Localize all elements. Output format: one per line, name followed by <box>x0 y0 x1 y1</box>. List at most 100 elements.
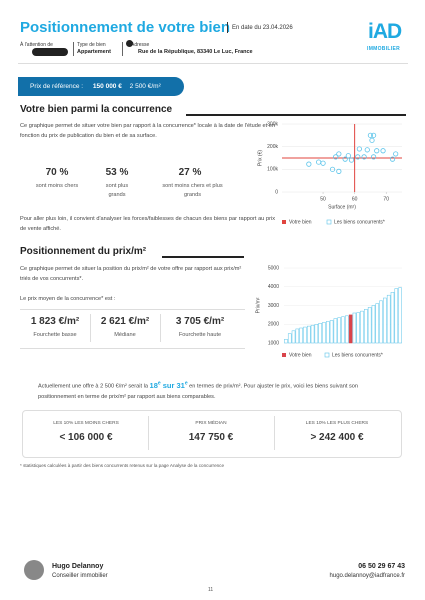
legend-label: Votre bien <box>289 352 312 358</box>
rule <box>162 256 244 258</box>
bar <box>390 292 395 344</box>
bar <box>329 320 334 344</box>
y-tick-label: 5000 <box>268 265 279 271</box>
bar <box>398 287 402 344</box>
range-label: PRIX MÉDIAN <box>195 421 227 426</box>
y-tick-label: 100k <box>267 167 278 173</box>
stat-value: 27 % <box>178 167 202 178</box>
point <box>342 156 348 162</box>
page-number: 11 <box>208 587 214 593</box>
bar <box>375 303 380 344</box>
stat-value: 3 705 €/m² <box>175 316 225 327</box>
bar <box>295 328 300 344</box>
bar <box>341 316 345 344</box>
bar <box>299 327 303 344</box>
point <box>370 154 377 160</box>
y-axis-label: Prix (€) <box>257 150 263 166</box>
point <box>393 151 399 157</box>
point <box>336 151 342 157</box>
date: En date du 23.04.2026 <box>232 25 293 31</box>
y-tick-label: 200k <box>267 144 278 150</box>
x-tick-label: 60 <box>352 196 358 202</box>
point <box>355 154 361 160</box>
bar <box>371 305 376 344</box>
stats-box <box>20 309 245 349</box>
field-value: Rue de la République, 83340 Le Luc, Fran… <box>138 49 253 55</box>
point <box>389 156 396 162</box>
point <box>380 148 386 154</box>
point <box>361 154 367 160</box>
y-tick-label: 2000 <box>268 322 279 328</box>
point <box>333 154 339 160</box>
range-value: 147 750 € <box>188 432 234 443</box>
divider <box>274 416 275 450</box>
bar <box>356 312 360 344</box>
rank-sup: e <box>157 380 161 386</box>
legend-swatch <box>326 219 332 225</box>
field-label: Type de bien <box>77 42 106 48</box>
stat-label: sont plus grands <box>105 183 129 198</box>
avatar <box>24 560 44 580</box>
paragraph: Le prix moyen de la concurrence* est : <box>20 296 116 302</box>
bar <box>291 330 296 344</box>
bar <box>364 309 368 344</box>
y-tick-label: 300k <box>267 121 278 127</box>
field-label: À l'attention de <box>20 42 53 48</box>
stat-value: 70 % <box>45 167 69 178</box>
point <box>320 160 326 166</box>
bar <box>310 324 315 344</box>
range-value: < 106 000 € <box>59 432 113 443</box>
bar <box>379 300 383 344</box>
field-label: Adresse <box>131 42 150 48</box>
paragraph: Ce graphique permet de situer la positio… <box>20 266 242 282</box>
redacted <box>32 48 68 56</box>
range-value: > 242 400 € <box>310 432 364 443</box>
legend-swatch <box>282 353 286 357</box>
section-title: Positionnement du prix/m² <box>20 246 147 257</box>
x-axis-label: Surface (m²) <box>328 204 356 210</box>
divider <box>90 314 91 342</box>
range-label: LES 10% LES PLUS CHERS <box>305 421 369 426</box>
y-tick-label: 4000 <box>268 284 279 290</box>
bar <box>383 297 387 344</box>
price-m2: 2 500 €/m² <box>129 83 161 90</box>
paragraph: Ce graphique permet de situer votre bien… <box>20 123 275 139</box>
point <box>370 132 377 138</box>
point <box>316 159 322 165</box>
stat-label: Fourchette haute <box>178 332 222 338</box>
rank-num: 18 <box>149 380 158 390</box>
point <box>356 146 362 152</box>
y-tick-label: 1000 <box>268 340 279 346</box>
ranges-box <box>22 410 402 458</box>
bar <box>306 325 311 344</box>
point <box>345 153 351 159</box>
bar-chart: 1000 2000 3000 4000 5000 Prix/m² Votre bien Les… <box>255 265 402 358</box>
logo: iAD <box>368 20 402 43</box>
legend-label: Votre bien <box>289 219 312 225</box>
text: Actuellement une offre à 2 500 €/m² sera… <box>38 383 150 390</box>
x-tick-label: 50 <box>320 196 326 202</box>
point <box>329 166 336 172</box>
x-tick-label: 70 <box>383 196 389 202</box>
bar <box>333 318 338 344</box>
point <box>348 157 355 163</box>
price-label: Prix de référence : <box>30 83 84 90</box>
rank-sup: e <box>184 380 188 386</box>
rank-total: sur 31 <box>160 380 185 390</box>
email: hugo.delannoy@iadfrance.fr <box>329 573 405 579</box>
bar <box>322 322 326 344</box>
rank-sentence: Actuellement une offre à 2 500 €/m² sera… <box>38 378 393 402</box>
bar <box>287 333 292 344</box>
divider <box>73 42 74 56</box>
legend-label: Les biens concurrents* <box>332 352 383 358</box>
rank: 18e sur 31e <box>149 380 188 390</box>
bar <box>367 307 372 344</box>
bar <box>394 288 399 344</box>
section-title: Votre bien parmi la concurrence <box>20 104 173 115</box>
bar <box>318 323 322 344</box>
field-value: Appartement <box>77 49 111 55</box>
divider <box>227 22 228 33</box>
divider <box>148 416 149 450</box>
divider <box>160 314 161 342</box>
